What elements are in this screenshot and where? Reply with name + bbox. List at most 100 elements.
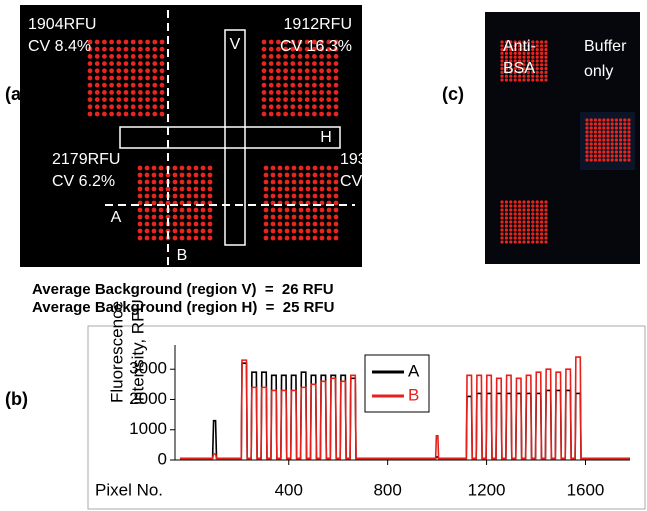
spot xyxy=(138,215,143,220)
spot xyxy=(531,224,534,227)
spot xyxy=(619,146,622,149)
spot xyxy=(544,224,547,227)
spot xyxy=(611,130,614,133)
spot xyxy=(590,150,593,153)
spot xyxy=(262,104,267,109)
spot xyxy=(623,130,626,133)
spot xyxy=(509,224,512,227)
y-tick-label: 1000 xyxy=(129,419,167,438)
spot xyxy=(531,232,534,235)
spot xyxy=(319,104,324,109)
spot xyxy=(305,61,310,66)
spot xyxy=(505,228,508,231)
spot xyxy=(173,187,178,192)
spot xyxy=(292,229,297,234)
spot xyxy=(544,228,547,231)
spot xyxy=(138,208,143,213)
spot xyxy=(264,222,269,227)
spot xyxy=(299,194,304,199)
spot xyxy=(95,112,100,117)
spot xyxy=(540,228,543,231)
spot xyxy=(611,142,614,145)
spot xyxy=(152,47,157,52)
spot xyxy=(278,229,283,234)
spot xyxy=(208,173,213,178)
spot xyxy=(527,232,530,235)
spot xyxy=(290,97,295,102)
spot xyxy=(326,68,331,73)
spot xyxy=(264,166,269,171)
spot xyxy=(138,229,143,234)
spot xyxy=(619,138,622,141)
spot xyxy=(208,187,213,192)
spot xyxy=(536,208,539,211)
spot xyxy=(606,126,609,129)
spot xyxy=(536,56,539,59)
spot xyxy=(278,180,283,185)
spot xyxy=(313,187,318,192)
spot xyxy=(180,166,185,171)
spot xyxy=(598,130,601,133)
spot xyxy=(590,118,593,121)
spot xyxy=(152,166,157,171)
line-label: A xyxy=(111,209,122,226)
spot xyxy=(271,194,276,199)
spot xyxy=(131,90,136,95)
spot xyxy=(145,76,150,81)
spot xyxy=(590,130,593,133)
spot xyxy=(602,138,605,141)
cv: CV 8.4% xyxy=(28,38,91,55)
spot xyxy=(102,47,107,52)
spot xyxy=(208,229,213,234)
spot xyxy=(95,83,100,88)
spot xyxy=(305,90,310,95)
spot xyxy=(152,173,157,178)
spot xyxy=(509,56,512,59)
spot xyxy=(594,142,597,145)
spot xyxy=(615,134,618,137)
spot xyxy=(606,158,609,161)
spot xyxy=(606,118,609,121)
spot xyxy=(623,118,626,121)
spot xyxy=(152,208,157,213)
spot xyxy=(298,76,303,81)
spot xyxy=(306,166,311,171)
spot xyxy=(540,44,543,47)
spot xyxy=(201,194,206,199)
spot xyxy=(514,232,517,235)
spot xyxy=(536,48,539,51)
spot xyxy=(320,180,325,185)
spot xyxy=(201,236,206,241)
spot xyxy=(159,180,164,185)
spot xyxy=(320,194,325,199)
spot xyxy=(619,130,622,133)
spot xyxy=(116,54,121,59)
spot xyxy=(138,83,143,88)
spot xyxy=(278,187,283,192)
spot xyxy=(514,56,517,59)
spot xyxy=(514,216,517,219)
spot xyxy=(124,104,129,109)
spot xyxy=(116,76,121,81)
spot xyxy=(124,97,129,102)
spot xyxy=(298,97,303,102)
spot xyxy=(536,212,539,215)
spot xyxy=(145,97,150,102)
spot xyxy=(102,104,107,109)
spot xyxy=(518,220,521,223)
spot xyxy=(292,222,297,227)
spot xyxy=(540,212,543,215)
spot xyxy=(522,200,525,203)
spot xyxy=(109,68,114,73)
spot xyxy=(522,204,525,207)
background-note: Average Background (region H) = 25 RFU xyxy=(32,299,334,316)
spot xyxy=(544,52,547,55)
spot xyxy=(138,54,143,59)
spot xyxy=(598,142,601,145)
spot xyxy=(522,228,525,231)
spot xyxy=(320,229,325,234)
spot xyxy=(269,54,274,59)
spot xyxy=(276,83,281,88)
spot xyxy=(271,236,276,241)
spot xyxy=(522,220,525,223)
